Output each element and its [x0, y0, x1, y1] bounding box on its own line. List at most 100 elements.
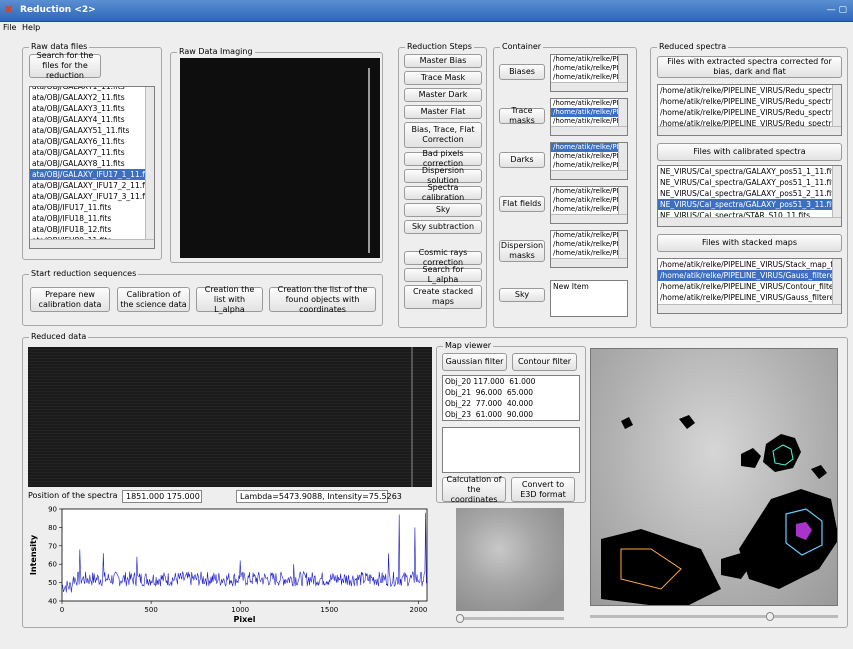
container-vscroll[interactable]	[618, 99, 627, 135]
container-item[interactable]: /home/atik/relke/PIP	[553, 161, 623, 169]
stacked-maps-list[interactable]: /home/atik/relke/PIPELINE_VIRUS/Stack_ma…	[657, 258, 842, 314]
extracted-item[interactable]: /home/atik/relke/PIPELINE_VIRUS/Redu_spe…	[660, 97, 832, 106]
stacked-maps-button[interactable]: Files with stacked maps	[657, 234, 842, 252]
raw-files-vscroll[interactable]	[145, 87, 154, 248]
stacked-vscroll[interactable]	[832, 259, 841, 313]
object-item[interactable]: Obj_21 96.000 65.000	[445, 388, 534, 397]
extracted-hscroll[interactable]	[658, 126, 841, 135]
convert-e3d-button[interactable]: Convert to E3D format	[511, 477, 575, 502]
sky-item[interactable]: New Item	[553, 282, 589, 291]
container-item[interactable]: /home/atik/relke/PIP	[553, 231, 623, 239]
raw-file-item[interactable]: ata/OBJ/GALAXY_IFU17_1_11.fi	[30, 169, 145, 180]
container-item[interactable]: /home/atik/relke/PIP	[553, 240, 623, 248]
raw-file-item[interactable]: ata/OBJ/GALAXY6_11.fits	[32, 137, 125, 146]
step-button-sky[interactable]: Sky	[404, 203, 482, 217]
map-thumbnail[interactable]	[456, 508, 564, 611]
stacked-item[interactable]: /home/atik/relke/PIPELINE_VIRUS/Contour_…	[660, 282, 832, 291]
raw-file-item[interactable]: ata/OBJ/GALAXY8_11.fits	[32, 159, 125, 168]
container-list[interactable]: /home/atik/relke/PIP/home/atik/relke/PIP…	[550, 186, 628, 224]
raw-file-item[interactable]: ata/OBJ/GALAXY51_11.fits	[32, 126, 130, 135]
raw-file-item[interactable]: ata/OBJ/IFU17_11.fits	[32, 203, 112, 212]
extracted-spectra-list[interactable]: /home/atik/relke/PIPELINE_VIRUS/Redu_spe…	[657, 84, 842, 136]
objects-detail-box[interactable]	[442, 427, 580, 473]
objects-list[interactable]: Obj_20 117.000 61.000 Obj_21 96.000 65.00…	[442, 375, 580, 421]
container-flat-fields-button[interactable]: Flat fields	[499, 196, 545, 212]
container-item[interactable]: /home/atik/relke/PIP	[553, 249, 623, 257]
container-item[interactable]: /home/atik/relke/PIP	[553, 64, 623, 72]
calibrate-science-button[interactable]: Calibration of the science data	[117, 287, 190, 312]
contour-filter-button[interactable]: Contour filter	[512, 353, 577, 371]
step-button-master-dark[interactable]: Master Dark	[404, 88, 482, 102]
stacked-item[interactable]: /home/atik/relke/PIPELINE_VIRUS/Gauss_fi…	[660, 293, 832, 302]
container-vscroll[interactable]	[618, 187, 627, 223]
container-biases-button[interactable]: Biases	[499, 64, 545, 80]
object-item[interactable]: Obj_23 61.000 90.000	[445, 410, 534, 419]
container-vscroll[interactable]	[618, 55, 627, 91]
map-slider-handle[interactable]	[766, 612, 774, 621]
container-vscroll[interactable]	[618, 143, 627, 179]
step-button-spectra-calibration[interactable]: Spectra calibration	[404, 183, 482, 202]
calibrated-hscroll[interactable]	[658, 217, 841, 226]
thumb-slider-handle[interactable]	[456, 614, 464, 623]
calibrated-item[interactable]: NE_VIRUS/Cal_spectra/GALAXY_pos51_1_11.f…	[660, 178, 832, 187]
search-files-button[interactable]: Search for the files for the reduction	[29, 51, 101, 80]
container-hscroll[interactable]	[551, 126, 627, 135]
step-button-search-for-l-alpha[interactable]: Search for L_alpha	[404, 265, 482, 284]
calibrated-item[interactable]: NE_VIRUS/Cal_spectra/GALAXY_pos51_3_11.f…	[658, 199, 832, 210]
extracted-item[interactable]: /home/atik/relke/PIPELINE_VIRUS/Redu_spe…	[660, 86, 832, 95]
container-item[interactable]: /home/atik/relke/PIP	[553, 196, 623, 204]
lambda-field[interactable]: Lambda=5473.9088, Intensity=75.5263	[236, 490, 402, 503]
raw-image-view[interactable]	[180, 58, 380, 258]
raw-file-item[interactable]: ata/OBJ/GALAXY3_11.fits	[32, 104, 125, 113]
container-item[interactable]: /home/atik/relke/PIP	[551, 143, 627, 152]
container-sky-button[interactable]: Sky	[499, 288, 545, 302]
container-list[interactable]: /home/atik/relke/PIP/home/atik/relke/PIP…	[550, 98, 628, 136]
menu-file[interactable]: File	[3, 23, 17, 32]
extracted-vscroll[interactable]	[832, 85, 841, 135]
container-item[interactable]: /home/atik/relke/PIP	[553, 205, 623, 213]
raw-files-hscroll[interactable]	[30, 239, 154, 248]
raw-files-list[interactable]: ata/OBJ/GALAXY1_11.fits ata/OBJ/GALAXY2_1…	[29, 86, 155, 249]
raw-file-item[interactable]: ata/OBJ/IFU18_11.fits	[32, 214, 112, 223]
container-item[interactable]: /home/atik/relke/PIP	[553, 187, 623, 195]
raw-file-item[interactable]: ata/OBJ/GALAXY7_11.fits	[32, 148, 125, 157]
extracted-item[interactable]: /home/atik/relke/PIPELINE_VIRUS/Redu_spe…	[660, 108, 832, 117]
container-item[interactable]: /home/atik/relke/PIP	[553, 73, 623, 81]
menu-help[interactable]: Help	[22, 23, 41, 32]
container-item[interactable]: /home/atik/relke/PIP	[553, 117, 623, 125]
stacked-hscroll[interactable]	[658, 304, 841, 313]
step-button-sky-subtraction[interactable]: Sky subtraction	[404, 220, 482, 234]
container-hscroll[interactable]	[551, 82, 627, 91]
container-item[interactable]: /home/atik/relke/PIP	[551, 108, 627, 117]
step-button-trace-mask[interactable]: Trace Mask	[404, 71, 482, 85]
raw-file-item[interactable]: ata/OBJ/IFU18_12.fits	[32, 225, 112, 234]
extracted-item[interactable]: /home/atik/relke/PIPELINE_VIRUS/Redu_spe…	[660, 119, 832, 128]
raw-file-item[interactable]: ata/OBJ/GALAXY1_11.fits	[32, 86, 125, 91]
container-hscroll[interactable]	[551, 214, 627, 223]
stacked-item[interactable]: /home/atik/relke/PIPELINE_VIRUS/Stack_ma…	[660, 260, 832, 269]
container-darks-button[interactable]: Darks	[499, 152, 545, 168]
container-list[interactable]: /home/atik/relke/PIP/home/atik/relke/PIP…	[550, 230, 628, 268]
position-field[interactable]: 1851.000 175.000	[122, 490, 202, 503]
calc-coordinates-button[interactable]: Calculation of the coordinates	[442, 475, 506, 504]
raw-file-item[interactable]: ata/OBJ/GALAXY4_11.fits	[32, 115, 125, 124]
container-trace-masks-button[interactable]: Trace masks	[499, 106, 545, 125]
calibrated-vscroll[interactable]	[832, 166, 841, 226]
stacked-item[interactable]: /home/atik/relke/PIPELINE_VIRUS/Gauss_fi…	[658, 270, 832, 281]
container-hscroll[interactable]	[551, 258, 627, 267]
spectrum-chart[interactable]: 0 500 1000 1500 2000 40 50 60 70 80 90 Pixel Intensi…	[26, 503, 436, 625]
raw-file-item[interactable]: ata/OBJ/GALAXY2_11.fits	[32, 93, 125, 102]
step-button-bias-trace-flat-correction[interactable]: Bias, Trace, Flat Correction	[404, 122, 482, 148]
reduced-image-view[interactable]	[28, 347, 432, 487]
calibrated-spectra-list[interactable]: NE_VIRUS/Cal_spectra/GALAXY_pos51_1_11.f…	[657, 165, 842, 227]
container-list[interactable]: /home/atik/relke/PIP/home/atik/relke/PIP…	[550, 54, 628, 92]
calibrated-item[interactable]: NE_VIRUS/Cal_spectra/GALAXY_pos51_1_11.f…	[660, 167, 832, 176]
object-item[interactable]: Obj_20 117.000 61.000	[445, 377, 536, 386]
step-button-master-bias[interactable]: Master Bias	[404, 54, 482, 68]
raw-file-item[interactable]: ata/OBJ/GALAXY_IFU17_2_11.fi	[32, 181, 145, 190]
object-item[interactable]: Obj_22 77.000 40.000	[445, 399, 534, 408]
found-objects-button[interactable]: Creation the list of the found objects w…	[269, 285, 376, 314]
gaussian-filter-button[interactable]: Gaussian filter	[442, 353, 507, 371]
lalpha-list-button[interactable]: Creation the list with L_alpha	[196, 285, 263, 314]
step-button-cosmic-rays-correction[interactable]: Cosmic rays correction	[404, 248, 482, 267]
